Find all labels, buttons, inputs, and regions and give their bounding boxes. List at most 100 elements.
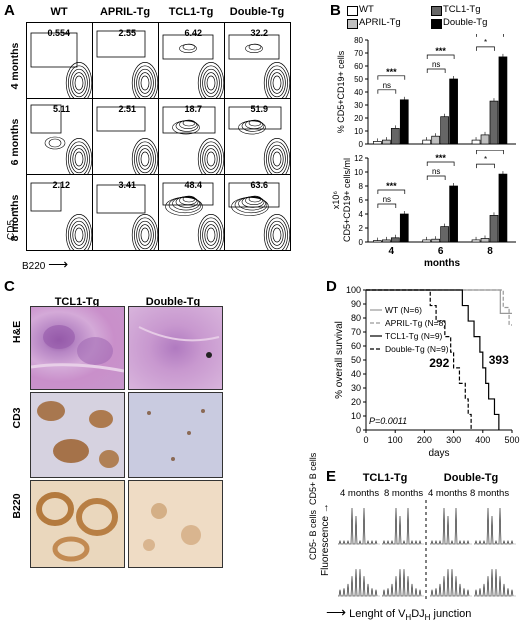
gate-percent: 5.11 <box>52 104 70 114</box>
gate-percent: 51.9 <box>250 104 268 114</box>
panel-label-c: C <box>4 278 15 295</box>
flow-plot-r0-c3: 32.2 <box>224 22 291 99</box>
sig-label: * <box>484 155 487 164</box>
e-x-axis-label: ⟶ Lenght of VHDJH junction <box>326 604 472 623</box>
median-393: 393 <box>489 353 509 367</box>
flow-plot-r2-c1: 3.41 <box>92 174 159 251</box>
spectratype-peak <box>474 507 514 545</box>
x-axis-label: days <box>428 448 449 459</box>
y-tick-label: 80 <box>351 313 361 323</box>
y-axis-label: CD5+CD19+ cells/ml <box>342 158 352 242</box>
spectratype-peak <box>382 507 422 545</box>
col-header-c-tcl1: TCL1-Tg <box>54 296 100 308</box>
sig-label: *** <box>386 67 397 77</box>
row-header-he: H&E <box>11 320 23 344</box>
x-tick-label: 6 <box>438 246 444 257</box>
e-row-labels: CD5- B cells CD5+ B cells <box>308 452 318 560</box>
y-tick-label: 10 <box>351 411 361 421</box>
e-y-axis-label: Fluorescence → <box>320 503 331 576</box>
y-tick-label: 100 <box>346 285 361 295</box>
y-tick-label: 60 <box>351 341 361 351</box>
sig-bracket <box>476 46 495 51</box>
p-value: P=0.0011 <box>369 416 407 426</box>
y-axis-multiplier: x10⁶ <box>331 191 341 210</box>
bar-Double-Tg-4 <box>399 213 409 243</box>
bar-TCL1-Tg-8 <box>489 215 499 243</box>
ihc-double-he <box>128 306 223 390</box>
col-header-double: Double-Tg <box>229 6 285 18</box>
spectratype-peak <box>382 569 422 597</box>
x-tick-label: 100 <box>388 435 403 445</box>
bar-TCL1-Tg-4 <box>390 128 400 145</box>
sig-bracket <box>476 150 504 155</box>
panel-label-b: B <box>330 2 341 19</box>
sig-label: ns <box>383 195 391 204</box>
flow-plot-r0-c2: 6.42 <box>158 22 225 99</box>
panel-d-survival-chart: 0 10 20 30 40 50 60 70 80 90 100 0 100 200 300 400 500 da… <box>334 285 520 459</box>
y-tick-label: 50 <box>351 355 361 365</box>
gate-percent: 48.4 <box>184 180 202 190</box>
survival-line-1 <box>366 289 512 326</box>
flow-plot-r1-c1: 2.51 <box>92 98 159 175</box>
sig-bracket <box>426 54 455 59</box>
row-header-4m: 4 months <box>9 42 21 90</box>
legend-label-3: Double-Tg (N=9) <box>385 344 449 354</box>
bar-APRIL-Tg-8 <box>480 238 490 243</box>
x-tick-label: 200 <box>417 435 432 445</box>
median-292: 292 <box>429 356 449 370</box>
x-tick-label: 8 <box>487 246 493 257</box>
flow-plot-r1-c0: 5.11 <box>26 98 93 175</box>
legend-label-1: APRIL-Tg (N=8) <box>385 318 446 328</box>
e-histograms <box>338 500 516 600</box>
spectratype-peak <box>474 569 514 597</box>
y-tick-label: 80 <box>354 36 363 45</box>
sig-bracket <box>426 161 455 166</box>
spectratype-peak <box>430 507 470 545</box>
flow-plot-r1-c2: 18.7 <box>158 98 225 175</box>
gate-percent: 2.12 <box>52 180 70 190</box>
sig-label: *** <box>386 181 397 191</box>
ihc-tcl1-cd3 <box>30 392 125 478</box>
sig-bracket <box>377 189 406 194</box>
survival-line-2 <box>366 289 500 430</box>
x-axis-label: months <box>424 258 461 269</box>
spectratype-peak <box>430 569 470 597</box>
gate-percent: 18.7 <box>184 104 202 114</box>
bar-TCL1-Tg-4 <box>390 237 400 243</box>
gate-percent: 3.41 <box>118 180 136 190</box>
bar-TCL1-Tg-6 <box>440 116 449 145</box>
bar-TCL1-Tg-6 <box>440 226 449 243</box>
y-tick-label: 70 <box>351 327 361 337</box>
bar-WT-6 <box>422 239 432 243</box>
x-tick-label: 4 <box>389 246 395 257</box>
ihc-tcl1-he <box>30 306 125 390</box>
bar-WT-4 <box>373 141 382 145</box>
spectratype-peak <box>338 507 378 545</box>
sig-label: ns <box>432 60 440 69</box>
legend-swatch-april <box>347 19 358 29</box>
bar-APRIL-Tg-4 <box>382 139 391 145</box>
bar-Double-Tg-4 <box>399 99 409 145</box>
y-tick-label: 8 <box>359 182 364 191</box>
sig-label: *** <box>485 150 496 151</box>
y-tick-label: 30 <box>354 101 363 110</box>
bar-TCL1-Tg-8 <box>489 100 499 145</box>
y-tick-label: 2 <box>359 224 364 233</box>
y-tick-label: 20 <box>354 114 363 123</box>
flow-plot-r2-c3: 63.6 <box>224 174 291 251</box>
bar-WT-6 <box>422 139 432 145</box>
x-tick-label: 500 <box>504 435 519 445</box>
y-tick-label: 40 <box>351 369 361 379</box>
flow-plot-r2-c2: 48.4 <box>158 174 225 251</box>
y-axis-label: % overall survival <box>334 321 345 399</box>
sig-bracket <box>476 163 495 169</box>
x-tick-label: 300 <box>446 435 461 445</box>
y-tick-label: 0 <box>356 425 361 435</box>
gate-percent: 2.51 <box>118 104 136 114</box>
bar-Double-Tg-8 <box>498 56 508 145</box>
y-tick-label: 50 <box>354 75 363 84</box>
flow-plot-r0-c0: 0.554 <box>26 22 93 99</box>
ihc-double-cd3 <box>128 392 223 478</box>
panel-label-d: D <box>326 278 337 295</box>
